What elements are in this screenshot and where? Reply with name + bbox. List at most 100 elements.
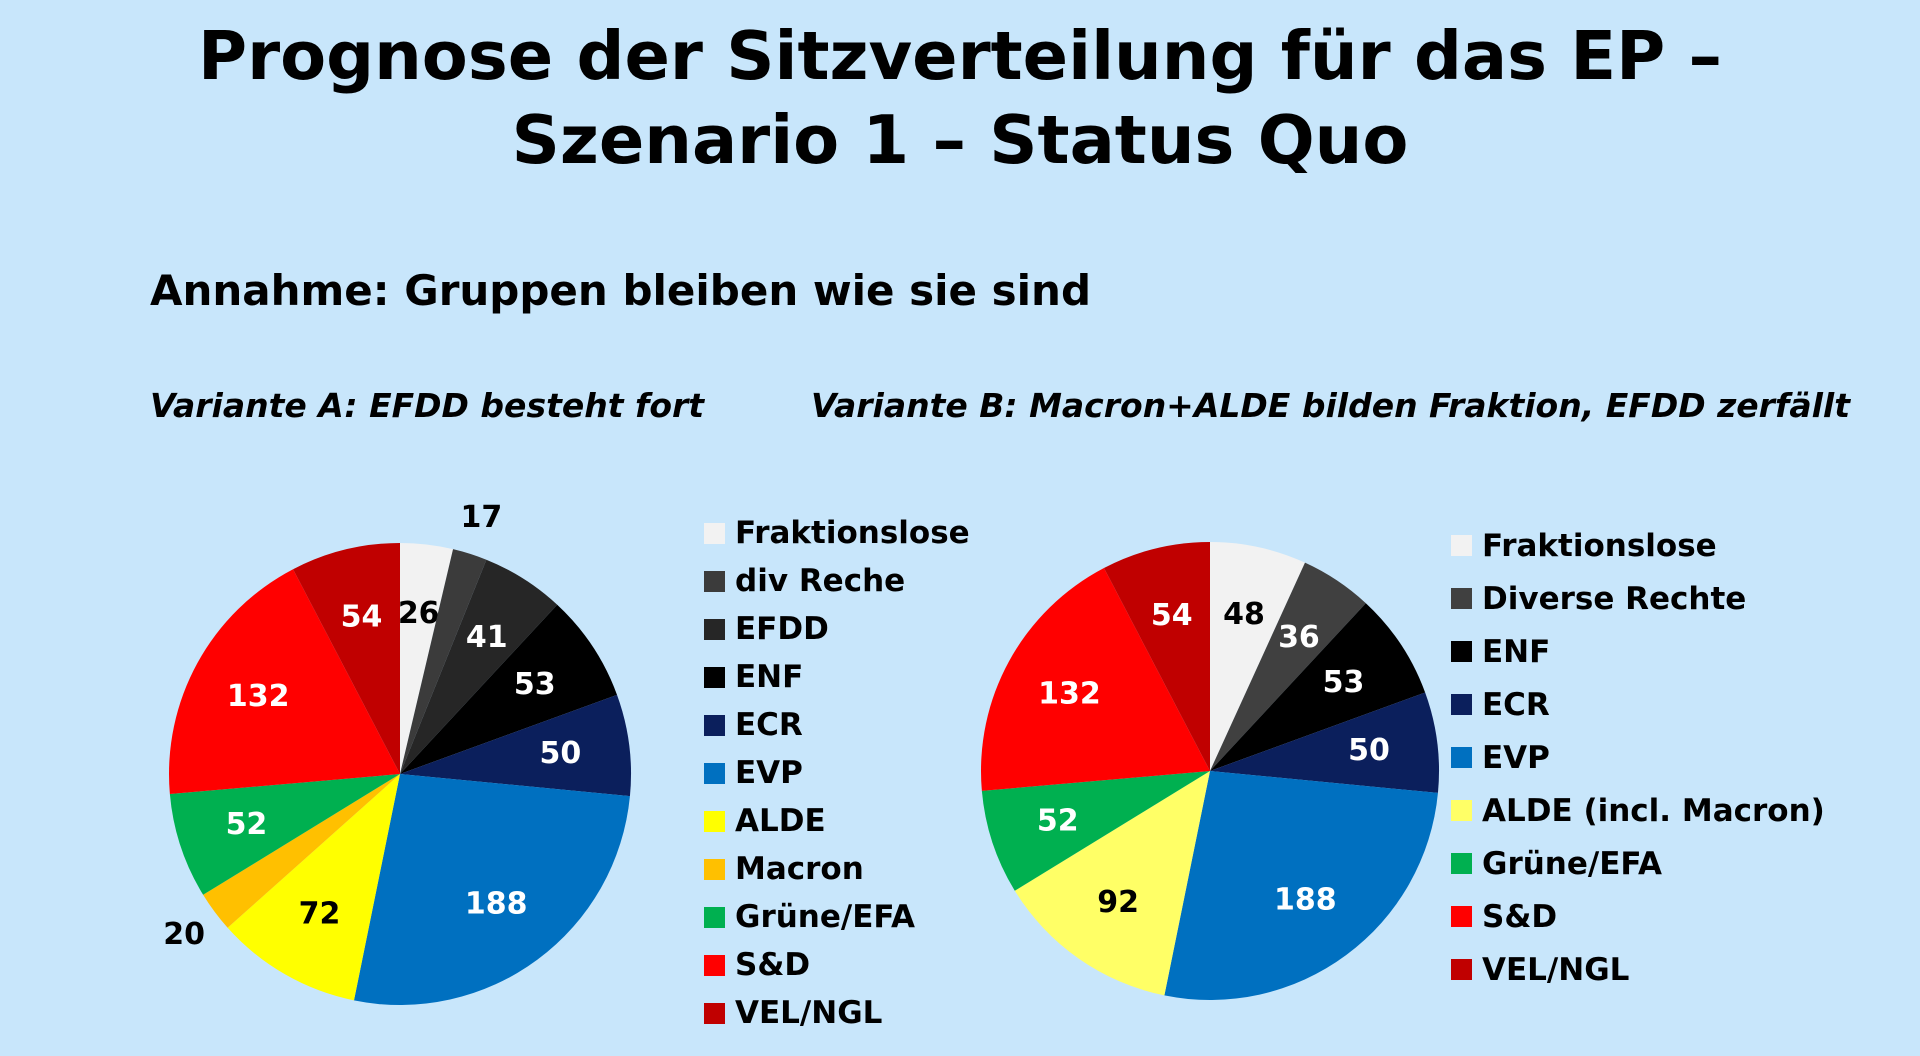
legend-label: Grüne/EFA xyxy=(1482,845,1663,882)
legend-swatch xyxy=(704,954,725,976)
legend-item-ecr: ECR xyxy=(1451,678,1825,731)
legend-item-efdd: EFDD xyxy=(704,605,970,653)
data-label-s-d: 132 xyxy=(227,679,290,714)
legend-swatch xyxy=(704,570,725,592)
pie-slice-vel-ngl xyxy=(1103,542,1210,771)
pie-slice-enf xyxy=(400,604,618,774)
data-label-alde: 72 xyxy=(299,897,341,932)
data-label-vel-ngl: 54 xyxy=(1151,598,1193,633)
data-label-gr-ne-efa: 52 xyxy=(226,807,268,842)
legend-label: S&D xyxy=(735,947,811,983)
legend-label: Fraktionslose xyxy=(1482,527,1717,564)
legend-item-alde-incl-macron: ALDE (incl. Macron) xyxy=(1451,784,1825,837)
data-label-div-reche: 17 xyxy=(461,500,503,535)
pie-slice-efdd xyxy=(400,559,558,774)
legend-variant-b: Fraktionslose Diverse Rechte ENF ECR EVP ALDE… xyxy=(1451,519,1825,996)
legend-label: Macron xyxy=(735,851,864,887)
data-label-s-d: 132 xyxy=(1038,676,1101,711)
page-title: Prognose der Sitzverteilung für das EP –… xyxy=(0,14,1920,182)
legend-label: ALDE (incl. Macron) xyxy=(1482,792,1825,829)
legend-label: S&D xyxy=(1482,898,1558,935)
legend-label: ENF xyxy=(1482,633,1551,670)
legend-item-fraktionslose: Fraktionslose xyxy=(1451,519,1825,572)
pie-slice-alde xyxy=(227,774,400,1001)
data-label-diverse-rechte: 36 xyxy=(1278,620,1320,655)
legend-item-gr-ne-efa: Grüne/EFA xyxy=(1451,837,1825,890)
pie-slice-macron xyxy=(203,774,400,928)
legend-item-enf: ENF xyxy=(704,653,970,701)
pie-slice-s-d xyxy=(169,569,400,795)
legend-swatch xyxy=(1451,535,1472,556)
pie-slice-s-d xyxy=(980,568,1210,791)
legend-item-s-d: S&D xyxy=(1451,890,1825,943)
legend-item-enf: ENF xyxy=(1451,625,1825,678)
pie-slice-div-reche xyxy=(400,549,487,774)
legend-label: Fraktionslose xyxy=(735,515,970,551)
legend-item-evp: EVP xyxy=(1451,731,1825,784)
legend-item-macron: Macron xyxy=(704,845,970,893)
variant-a-title: Variante A: EFDD besteht fort xyxy=(150,386,705,425)
legend-item-s-d: S&D xyxy=(704,941,970,989)
data-label-gr-ne-efa: 52 xyxy=(1037,804,1079,839)
data-label-evp: 188 xyxy=(465,886,528,921)
pie-slice-gr-ne-efa xyxy=(169,774,400,895)
legend-label: ECR xyxy=(1482,686,1550,723)
legend-label: div Reche xyxy=(735,563,906,599)
legend-label: EVP xyxy=(735,755,803,791)
legend-swatch xyxy=(704,858,725,880)
legend-item-diverse-rechte: Diverse Rechte xyxy=(1451,572,1825,625)
legend-item-evp: EVP xyxy=(704,749,970,797)
legend-item-ecr: ECR xyxy=(704,701,970,749)
pie-slice-fraktionslose xyxy=(1210,542,1306,771)
legend-swatch xyxy=(1451,588,1472,609)
pie-slice-evp xyxy=(353,774,630,1005)
legend-swatch xyxy=(1451,853,1472,874)
legend-item-vel-ngl: VEL/NGL xyxy=(704,989,970,1037)
legend-swatch xyxy=(1451,641,1472,662)
pie-slice-fraktionslose xyxy=(400,543,454,774)
legend-swatch xyxy=(1451,800,1472,821)
legend-label: EFDD xyxy=(735,611,829,647)
legend-item-vel-ngl: VEL/NGL xyxy=(1451,943,1825,996)
legend-swatch xyxy=(704,762,725,784)
variant-b-title: Variante B: Macron+ALDE bilden Fraktion,… xyxy=(811,386,1850,425)
data-label-enf: 53 xyxy=(514,667,556,702)
legend-swatch xyxy=(704,1002,725,1024)
data-label-fraktionslose: 26 xyxy=(398,596,440,631)
data-label-ecr: 50 xyxy=(540,736,582,771)
title-line-1: Prognose der Sitzverteilung für das EP – xyxy=(197,17,1723,95)
legend-label: ALDE xyxy=(735,803,826,839)
data-label-macron: 20 xyxy=(163,917,205,952)
pie-slice-evp xyxy=(1164,771,1438,1001)
legend-item-alde: ALDE xyxy=(704,797,970,845)
data-label-evp: 188 xyxy=(1274,882,1337,917)
legend-label: VEL/NGL xyxy=(1482,951,1630,988)
legend-swatch xyxy=(1451,747,1472,768)
legend-swatch xyxy=(704,810,725,832)
legend-variant-a: Fraktionslose div Reche EFDD ENF ECR EVP ALDE M… xyxy=(704,509,970,1037)
legend-swatch xyxy=(1451,694,1472,715)
data-label-ecr: 50 xyxy=(1348,733,1390,768)
legend-label: Diverse Rechte xyxy=(1482,580,1747,617)
legend-label: ENF xyxy=(735,659,804,695)
pie-slice-gr-ne-efa xyxy=(981,771,1210,891)
data-label-efdd: 41 xyxy=(466,620,508,655)
data-label-fraktionslose: 48 xyxy=(1223,597,1265,632)
pie-slice-ecr xyxy=(400,694,631,797)
data-label-alde-incl-macron: 92 xyxy=(1097,885,1139,920)
legend-swatch xyxy=(704,906,725,928)
subtitle: Annahme: Gruppen bleiben wie sie sind xyxy=(150,266,1092,315)
legend-label: EVP xyxy=(1482,739,1550,776)
legend-label: VEL/NGL xyxy=(735,995,883,1031)
pie-slice-diverse-rechte xyxy=(1210,562,1366,771)
legend-item-gr-ne-efa: Grüne/EFA xyxy=(704,893,970,941)
legend-item-div-reche: div Reche xyxy=(704,557,970,605)
data-label-enf: 53 xyxy=(1323,665,1365,700)
data-label-vel-ngl: 54 xyxy=(341,599,383,634)
legend-swatch xyxy=(704,618,725,640)
legend-label: ECR xyxy=(735,707,803,743)
legend-label: Grüne/EFA xyxy=(735,899,916,935)
pie-slice-ecr xyxy=(1210,692,1439,793)
